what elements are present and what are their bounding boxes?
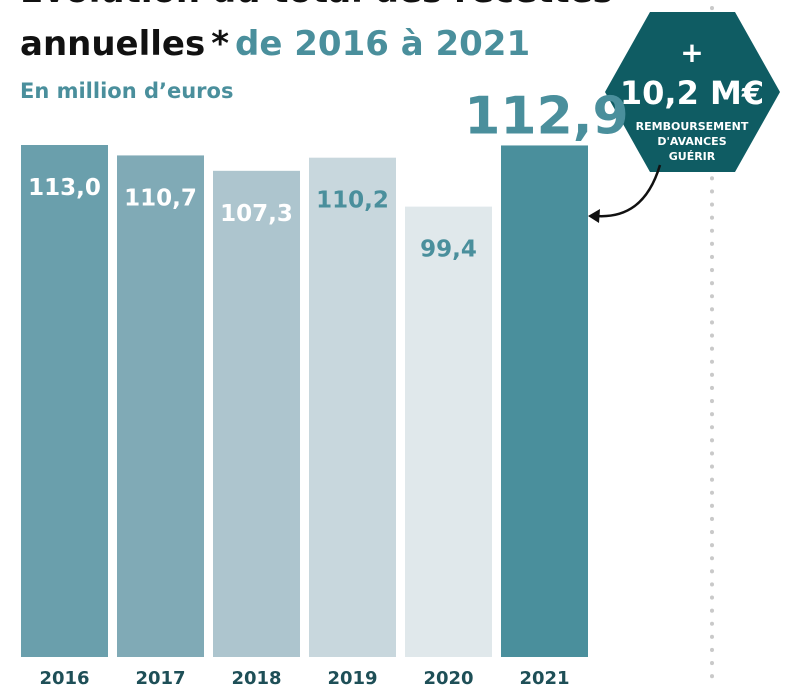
badge-text: D'AVANCES [657,135,726,148]
x-tick-label: 2021 [519,668,569,689]
bar [117,155,204,657]
value-label: 110,2 [316,188,389,214]
badge [605,12,780,172]
value-label: 99,4 [420,237,477,263]
x-tick-label: 2016 [39,668,89,689]
badge-value: 10,2 M€ [620,74,764,112]
title-marker: * [211,24,229,64]
x-tick-label: 2017 [135,668,185,689]
value-label: 113,0 [28,175,101,201]
bar [309,157,396,658]
x-tick-label: 2019 [327,668,377,689]
arrow [595,164,662,218]
title-highlight: de 2016 à 2021 [235,24,530,64]
chart-title: annuelles [20,24,205,64]
bar [21,145,108,657]
badge-plus: + [680,36,703,69]
badge-text: REMBOURSEMENT [636,120,749,133]
arrow-head [588,209,600,223]
bar [501,145,588,657]
chart-title: Évolution du total des recettes [20,0,613,11]
x-tick-label: 2020 [423,668,473,689]
x-tick-label: 2018 [231,668,281,689]
badge-text: GUÉRIR [669,150,716,163]
value-label: 110,7 [124,185,197,211]
bar [213,170,300,658]
subtitle: En million d’euros [20,79,233,103]
bar [405,206,492,657]
value-label: 112,9 [464,86,628,146]
value-label: 107,3 [220,201,293,227]
